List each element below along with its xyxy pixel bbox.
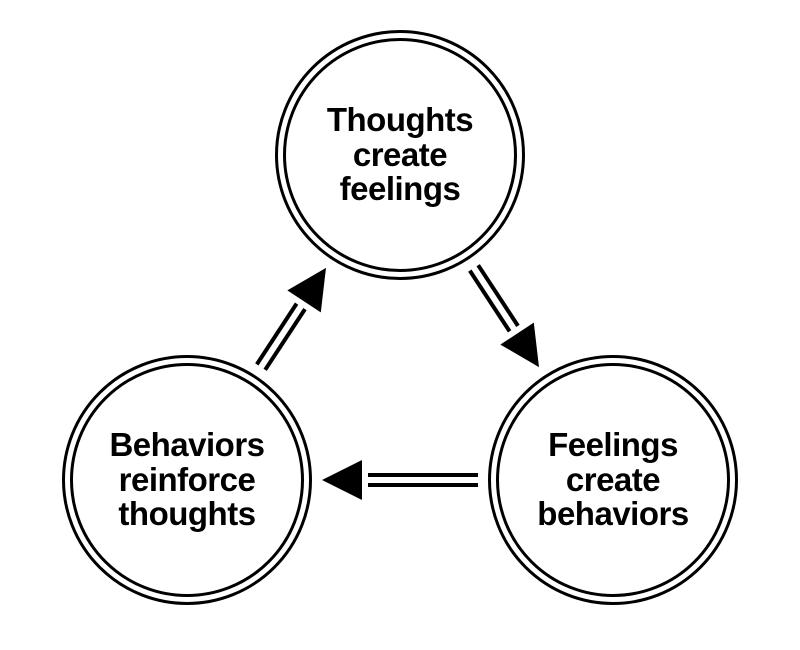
node-behaviors: Behaviorsreinforcethoughts xyxy=(62,355,312,605)
node-label-feelings: Feelingscreatebehaviors xyxy=(537,428,688,532)
node-feelings: Feelingscreatebehaviors xyxy=(488,355,738,605)
cycle-diagram: { "diagram": { "type": "cycle", "backgro… xyxy=(0,0,800,650)
node-thoughts: Thoughtscreatefeelings xyxy=(275,30,525,280)
node-label-behaviors: Behaviorsreinforcethoughts xyxy=(109,428,264,532)
node-label-thoughts: Thoughtscreatefeelings xyxy=(327,103,473,207)
